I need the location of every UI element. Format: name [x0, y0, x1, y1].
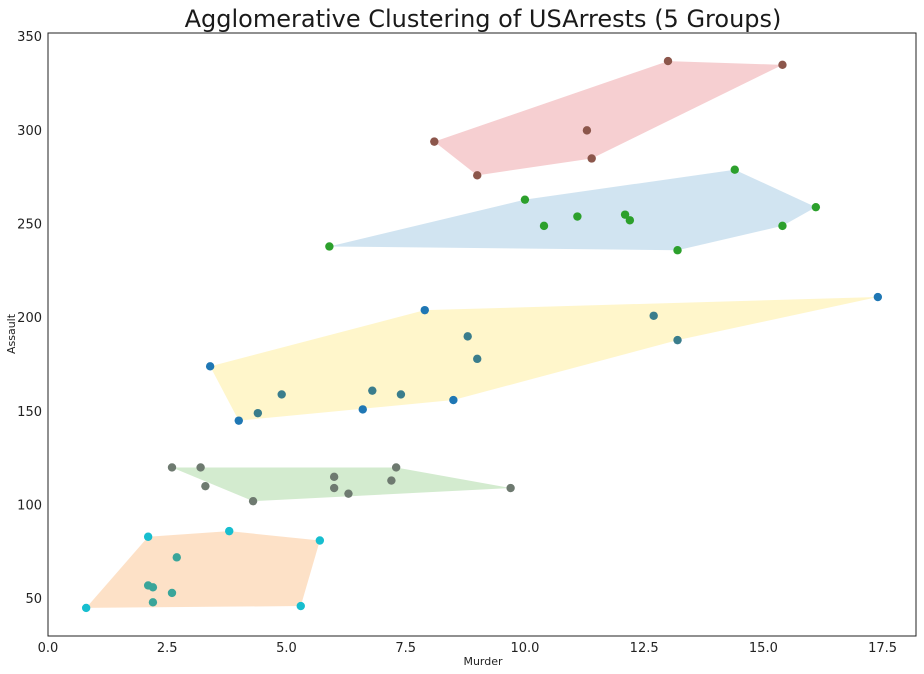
x-tick-label: 15.0	[749, 641, 778, 656]
x-tick-label: 0.0	[38, 641, 59, 656]
data-point-c5-3	[225, 526, 234, 536]
x-tick-label: 12.5	[630, 641, 659, 656]
data-point-c3-3	[873, 292, 883, 302]
chart-title: Agglomerative Clustering of USArrests (5…	[185, 5, 782, 33]
y-tick-label: 300	[17, 124, 42, 139]
y-tick-label: 150	[17, 405, 42, 420]
data-point-c2-5	[620, 210, 630, 219]
y-axis-ticks: 50 100 150 200 250 300 350	[17, 30, 42, 607]
data-point-c1-4	[582, 126, 592, 135]
data-point-c3-4	[649, 311, 658, 320]
data-point-c3-7	[473, 354, 482, 364]
y-tick-label: 100	[17, 498, 42, 513]
data-point-c4-10	[506, 483, 515, 493]
data-point-c3-6	[463, 332, 472, 341]
data-point-c2-1	[325, 242, 334, 251]
data-point-c2-6	[625, 216, 635, 225]
data-point-c3-1	[205, 362, 215, 371]
data-point-c3-12	[449, 395, 458, 405]
y-axis-label: Assault	[5, 313, 18, 354]
data-point-c4-2	[196, 463, 205, 472]
data-points	[81, 56, 883, 613]
data-point-c5-1	[81, 603, 91, 613]
data-point-c3-11	[358, 405, 367, 414]
data-point-c4-3	[201, 481, 210, 491]
data-point-c1-6	[473, 171, 482, 180]
cluster-hull-5	[86, 531, 320, 608]
x-tick-label: 2.5	[157, 641, 178, 656]
data-point-c5-5	[296, 601, 305, 611]
data-point-c2-10	[673, 246, 682, 255]
data-point-c4-5	[329, 472, 339, 482]
data-point-c3-9	[368, 386, 377, 395]
data-point-c1-1	[430, 137, 439, 146]
plot-frame	[47, 32, 917, 637]
x-tick-label: 7.5	[395, 641, 416, 656]
data-point-c3-8	[277, 390, 286, 399]
data-point-c5-9	[167, 588, 177, 598]
y-tick-label: 50	[25, 592, 42, 607]
x-axis-ticks: 0.0 2.5 5.0 7.5 10.0 12.5 15.0 17.5	[38, 641, 897, 656]
cluster-hull-4	[172, 467, 511, 502]
data-point-c4-6	[329, 483, 339, 493]
cluster-hull-1	[434, 61, 783, 176]
data-point-c4-9	[391, 463, 401, 472]
x-axis-label: Murder	[463, 655, 503, 668]
data-point-c2-7	[730, 165, 739, 174]
data-point-c5-8	[148, 583, 158, 592]
data-point-c2-4	[573, 212, 582, 221]
x-tick-label: 5.0	[276, 641, 297, 656]
data-point-c5-2	[143, 532, 153, 541]
data-point-c1-2	[663, 56, 673, 66]
data-point-c4-4	[248, 496, 258, 506]
cluster-hull-3	[210, 297, 878, 421]
data-point-c2-9	[778, 221, 787, 231]
data-point-c4-7	[344, 489, 353, 498]
y-tick-label: 250	[17, 218, 42, 233]
data-point-c1-5	[587, 154, 596, 163]
data-point-c1-3	[778, 60, 787, 70]
data-point-c5-10	[148, 598, 158, 607]
data-point-c2-8	[811, 202, 821, 212]
data-point-c3-10	[396, 390, 406, 399]
data-point-c5-6	[172, 553, 181, 562]
data-point-c3-14	[234, 416, 243, 425]
y-tick-label: 200	[17, 311, 42, 326]
data-point-c2-2	[520, 195, 530, 204]
cluster-hulls	[86, 61, 878, 608]
cluster-hull-2	[329, 169, 816, 251]
data-point-c4-1	[167, 463, 177, 472]
data-point-c2-3	[539, 221, 549, 231]
data-point-c3-13	[253, 408, 263, 418]
x-tick-label: 10.0	[510, 641, 539, 656]
data-point-c5-4	[315, 536, 325, 545]
x-tick-label: 17.5	[868, 641, 897, 656]
data-point-c3-2	[420, 305, 429, 315]
data-point-c4-8	[387, 476, 396, 485]
data-point-c3-5	[673, 335, 682, 345]
y-tick-label: 350	[17, 30, 42, 45]
